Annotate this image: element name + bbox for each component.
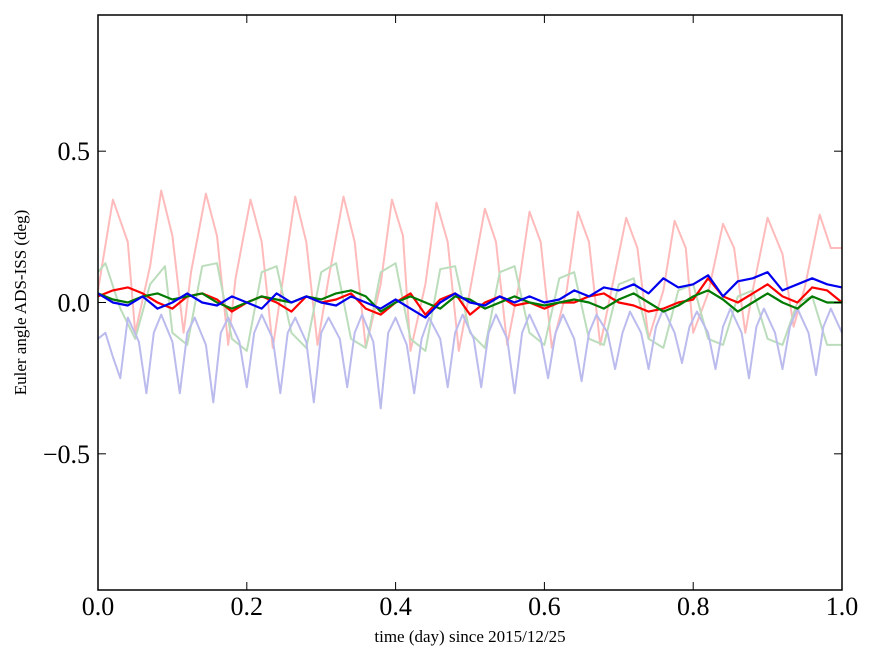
plot-lines	[97, 189, 843, 410]
x-tick-label: 0.8	[677, 592, 710, 621]
series-line-3	[97, 307, 843, 410]
x-tick-label: 1.0	[826, 592, 859, 621]
series-line-2	[97, 262, 842, 352]
x-tick-label: 0.2	[231, 592, 264, 621]
x-axis-title: time (day) since 2015/12/25	[374, 627, 565, 646]
series-line-1	[97, 189, 842, 352]
x-tick-label: 0.4	[379, 592, 412, 621]
y-tick-label: −0.5	[43, 440, 90, 469]
y-tick-label: 0.5	[58, 137, 91, 166]
x-tick-label: 0.6	[528, 592, 561, 621]
x-tick-label: 0.0	[82, 592, 115, 621]
series-line-6	[97, 271, 843, 319]
y-tick-label: 0.0	[58, 289, 91, 318]
series-line-5	[97, 289, 842, 313]
y-axis-title: Euler angle ADS-ISS (deg)	[11, 210, 30, 396]
axis-ticks: 0.0 0.2 0.4 0.6 0.8 1.0 −0.5 0.0 0.5	[43, 15, 858, 621]
